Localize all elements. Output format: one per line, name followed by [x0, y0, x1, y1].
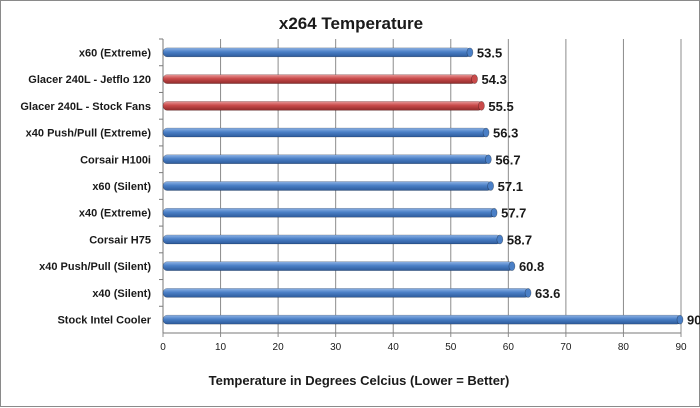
data-label: 63.6: [535, 286, 560, 301]
x-tick-label: 40: [388, 342, 400, 353]
bar: [162, 261, 514, 271]
category-label: x40 (Silent): [92, 288, 151, 300]
category-label: Glacer 240L - Jetflo 120: [28, 74, 151, 86]
x-tick-label: 0: [160, 342, 166, 353]
x-tick-label: 60: [503, 342, 515, 353]
category-label: x40 Push/Pull (Extreme): [26, 128, 152, 140]
data-label: 54.3: [482, 72, 507, 87]
category-label: Glacer 240L - Stock Fans: [20, 101, 151, 113]
bar-end-cap: [524, 288, 532, 298]
bar-end-cap: [485, 154, 492, 165]
x-tick-label: 10: [215, 342, 227, 353]
bar-end-cap: [676, 314, 684, 325]
bar-end-cap: [508, 261, 516, 271]
category-label: x40 (Extreme): [79, 208, 151, 220]
bar-end-cap: [471, 74, 478, 84]
category-labels: x60 (Extreme) Glacer 240L - Jetflo 120 Gla…: [20, 38, 163, 327]
x-axis-ticks: 0 10 20 30 40 50 60 70 80 90: [160, 333, 687, 353]
x-tick-label: 90: [675, 342, 687, 353]
bars: [162, 47, 684, 325]
x-tick-label: 50: [445, 342, 457, 353]
data-label: 57.1: [498, 179, 523, 194]
bar-end-cap: [482, 127, 490, 138]
x-axis-label: Temperature in Degrees Celcius (Lower = …: [209, 373, 510, 388]
bar-end-cap: [466, 47, 474, 58]
data-labels: 53.5 54.3 55.5 56.3 56.7 57.1 57.7 58.7 60.8 63.6…: [477, 45, 700, 327]
bar-end-cap: [478, 101, 485, 111]
bar: [162, 314, 682, 325]
data-label: 58.7: [507, 232, 532, 247]
data-label: 55.5: [488, 99, 513, 114]
bar: [162, 288, 530, 298]
data-label: 90: [687, 313, 700, 328]
chart-title: x264 Temperature: [279, 14, 423, 33]
data-label: 56.7: [495, 152, 520, 167]
bar-end-cap: [490, 207, 498, 218]
bar: [162, 47, 472, 58]
bar: [162, 234, 502, 245]
category-label: Corsair H100i: [80, 154, 151, 166]
category-label: x60 (Extreme): [79, 47, 151, 59]
x-tick-label: 80: [618, 342, 630, 353]
bar: [162, 101, 483, 111]
bar: [162, 207, 496, 218]
category-label: Stock Intel Cooler: [57, 315, 151, 327]
x-tick-label: 20: [273, 342, 285, 353]
bar: [162, 181, 492, 191]
bar: [162, 154, 490, 165]
category-label: x60 (Silent): [92, 181, 151, 193]
bar-end-cap: [496, 234, 504, 245]
data-label: 53.5: [477, 45, 502, 60]
category-label: Corsair H75: [89, 234, 151, 246]
category-label: x40 Push/Pull (Silent): [39, 261, 151, 273]
bar-end-cap: [487, 181, 494, 191]
data-label: 56.3: [493, 126, 518, 141]
x-tick-label: 70: [560, 342, 572, 353]
x-tick-label: 30: [330, 342, 342, 353]
bar: [162, 74, 476, 84]
data-label: 57.7: [501, 206, 526, 221]
bar: [162, 127, 488, 138]
data-label: 60.8: [519, 259, 544, 274]
